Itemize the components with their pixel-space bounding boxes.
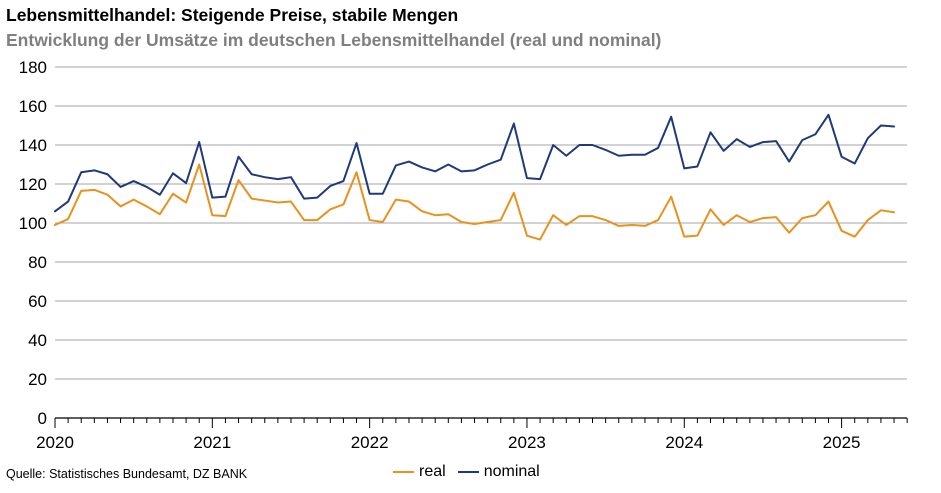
y-tick-label: 100 <box>19 214 47 233</box>
legend-item-real: real <box>393 463 446 481</box>
y-tick-label: 180 <box>19 58 47 77</box>
y-tick-label: 160 <box>19 97 47 116</box>
y-tick-label: 60 <box>28 292 47 311</box>
y-tick-label: 120 <box>19 175 47 194</box>
chart-subtitle: Entwicklung der Umsätze im deutschen Leb… <box>6 30 662 50</box>
x-tick-label: 2021 <box>193 433 231 452</box>
data-series <box>54 113 896 241</box>
grid-lines <box>55 66 907 380</box>
source-note: Quelle: Statistisches Bundesamt, DZ BANK <box>6 467 248 481</box>
y-tick-label: 140 <box>19 136 47 155</box>
x-tick-label: 2022 <box>351 433 389 452</box>
series-line-real <box>54 163 896 241</box>
legend-label-real: real <box>419 463 446 480</box>
x-tick-label: 2020 <box>36 433 74 452</box>
legend-label-nominal: nominal <box>483 463 540 480</box>
y-axis-tick-labels: 0 20 40 60 80 100 120 140 160 180 <box>19 58 47 428</box>
chart-title: Lebensmittelhandel: Steigende Preise, st… <box>6 5 459 25</box>
x-tick-label: 2024 <box>665 433 703 452</box>
legend-item-nominal: nominal <box>457 463 540 481</box>
y-tick-label: 20 <box>28 370 47 389</box>
legend-swatch-real <box>393 471 414 473</box>
legend: real nominal <box>393 463 552 481</box>
series-line-nominal <box>54 113 896 213</box>
x-tick-label: 2023 <box>508 433 546 452</box>
axes <box>54 417 908 428</box>
y-tick-label: 40 <box>28 331 47 350</box>
x-tick-label: 2025 <box>823 433 861 452</box>
y-tick-label: 80 <box>28 253 47 272</box>
legend-swatch-nominal <box>457 471 479 473</box>
x-axis-tick-labels: 2020 2021 2022 2023 2024 2025 <box>36 433 860 452</box>
y-tick-label: 0 <box>38 409 47 428</box>
